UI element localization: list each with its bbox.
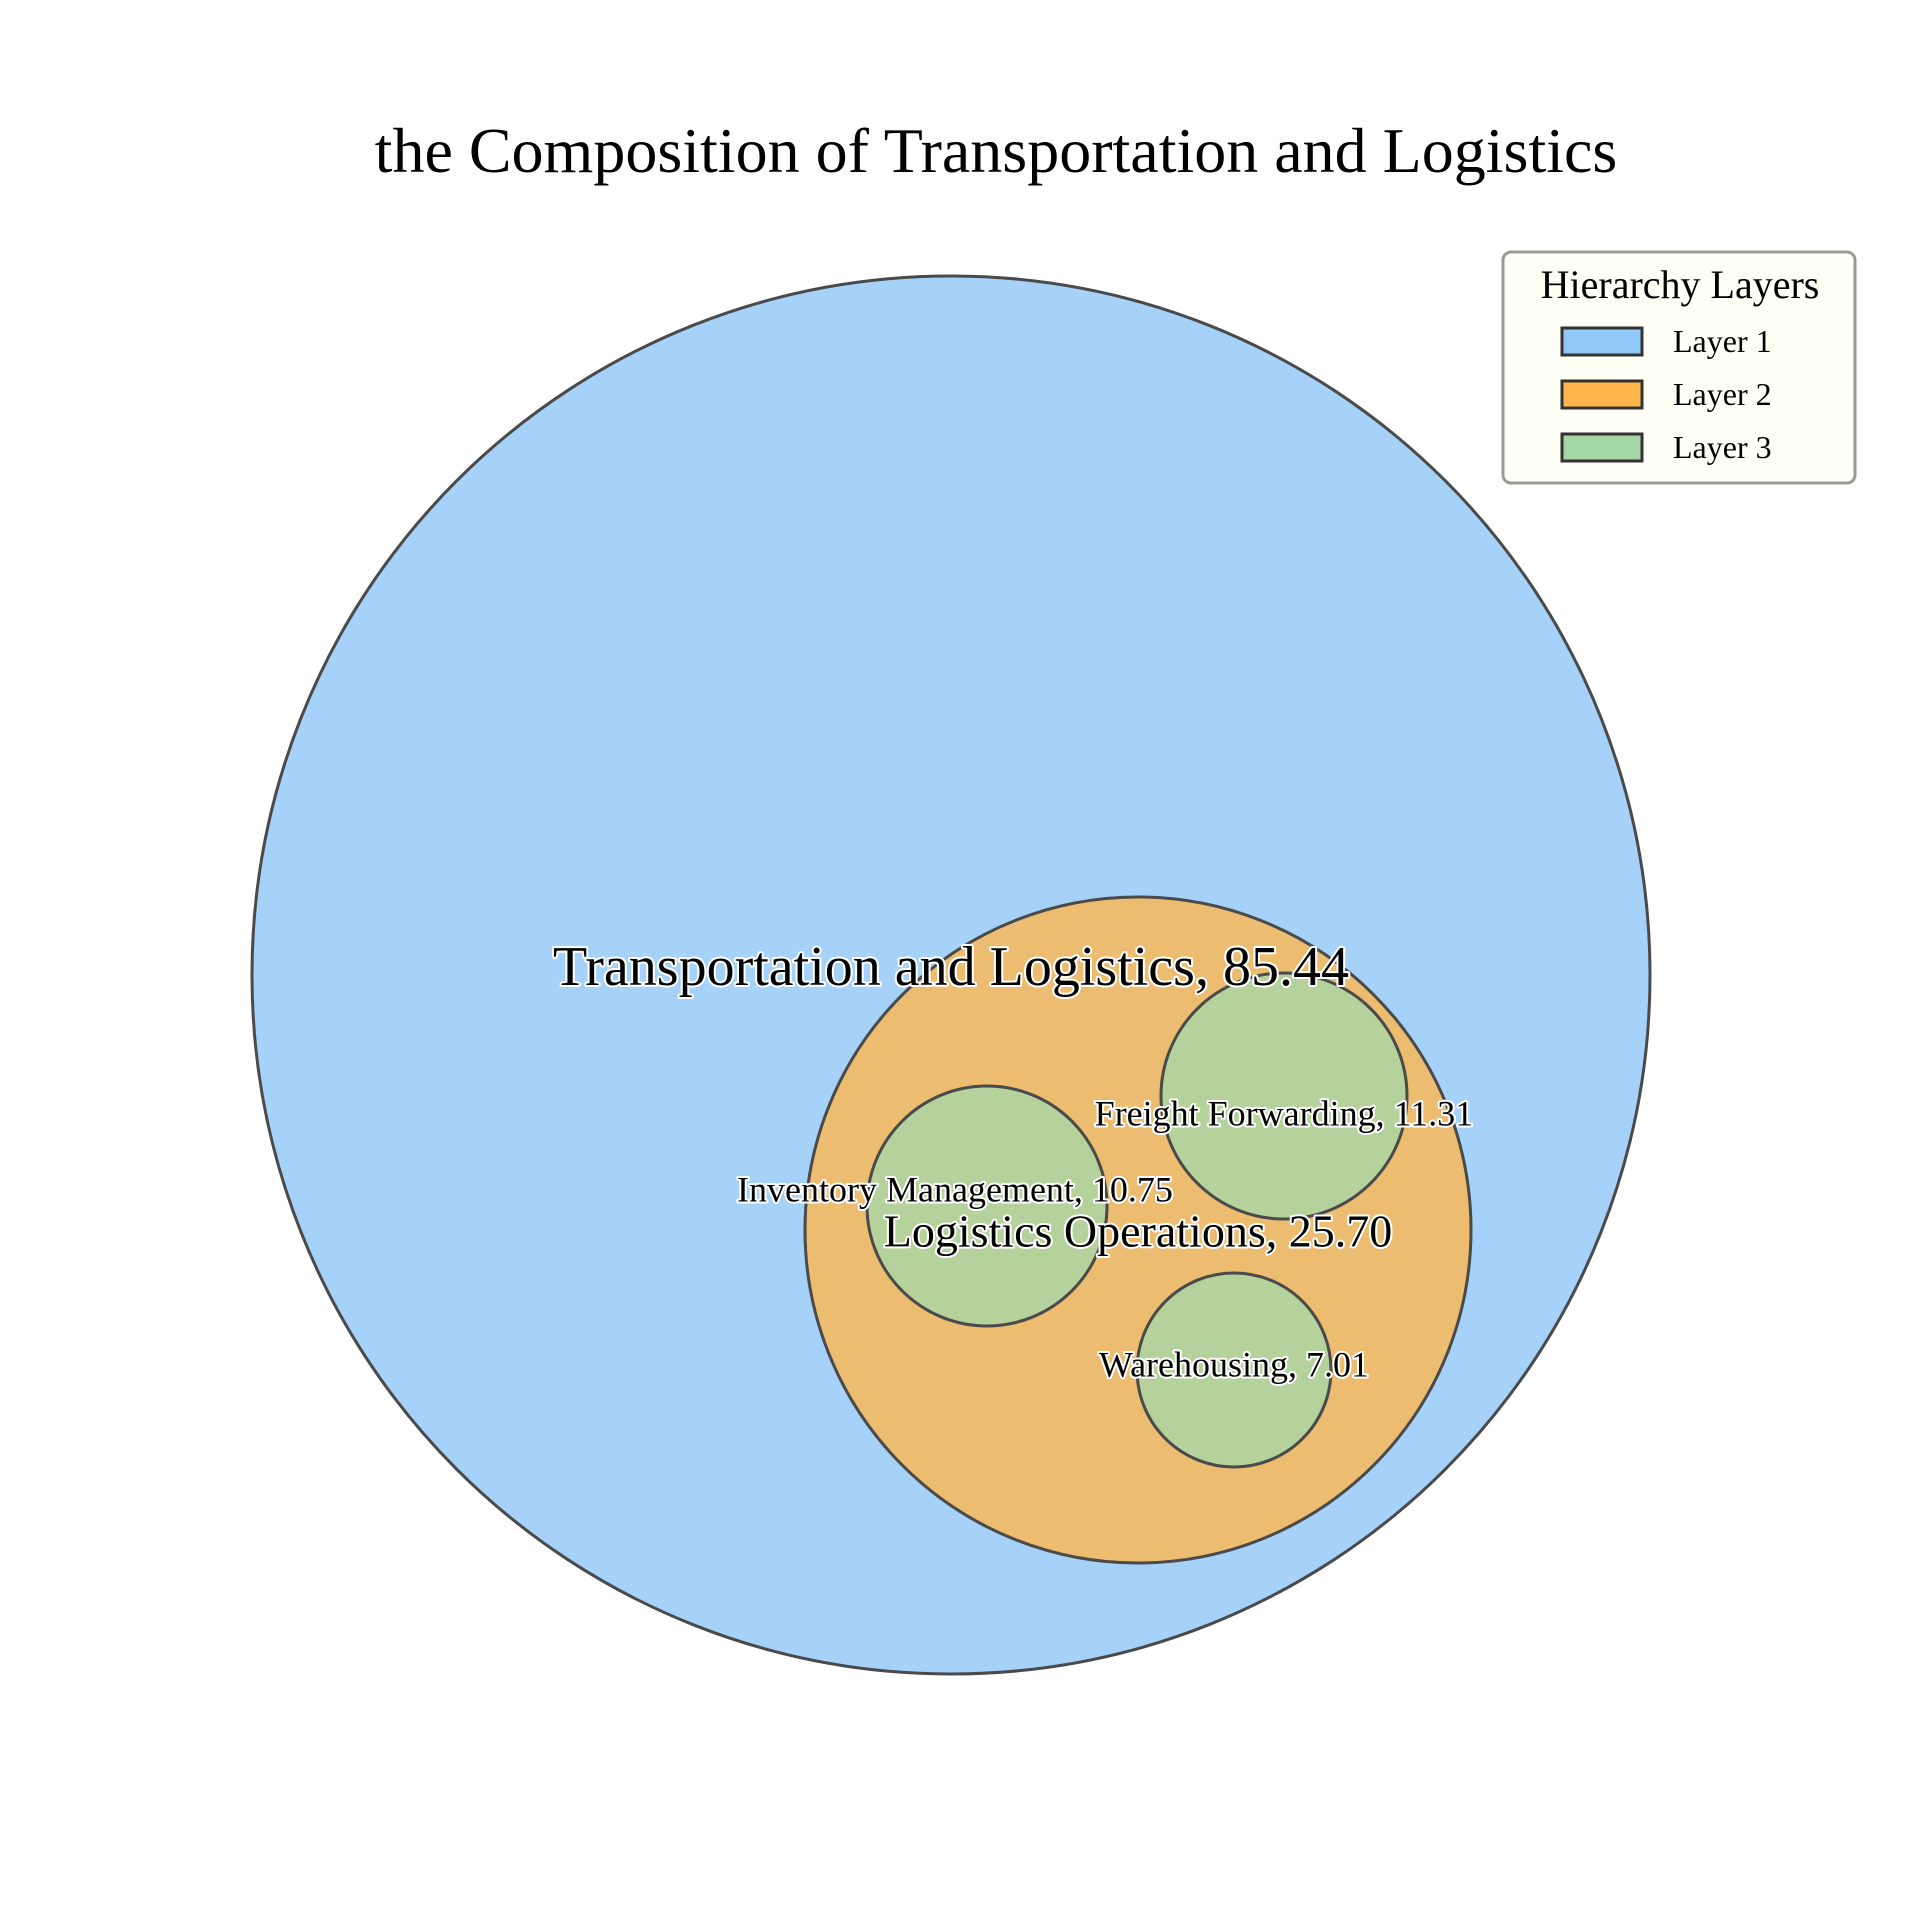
legend-box bbox=[1501, 250, 1857, 485]
legend-swatch-layer-2 bbox=[1560, 379, 1644, 410]
legend-label-layer-1: Layer 1 bbox=[1673, 323, 1772, 359]
legend-label-layer-3: Layer 3 bbox=[1673, 429, 1772, 465]
bubble-label-logistics-operations: Logistics Operations, 25.70 bbox=[884, 1206, 1393, 1257]
bubble-label-inventory-management: Inventory Management, 10.75 bbox=[737, 1169, 1173, 1209]
bubble-labels-group: Transportation and Logistics, 85.44 Logis… bbox=[551, 934, 1475, 1386]
chart-title: the Composition of Transportation and Lo… bbox=[375, 115, 1618, 186]
bubble-freight-forwarding bbox=[1159, 971, 1409, 1221]
legend-label-layer-2: Layer 2 bbox=[1673, 376, 1772, 412]
bubble-inventory-management bbox=[865, 1084, 1109, 1328]
bubbles-group bbox=[250, 274, 1652, 1676]
legend-items: Layer 1 Layer 2 Layer 3 bbox=[1560, 323, 1772, 465]
legend-swatch-layer-1 bbox=[1560, 326, 1644, 357]
legend-title: Hierarchy Layers bbox=[1541, 262, 1820, 307]
legend: Hierarchy Layers Layer 1 Layer 2 Layer 3 bbox=[1501, 250, 1857, 485]
legend-swatch-layer-3 bbox=[1560, 432, 1644, 463]
bubble-label-freight-forwarding: Freight Forwarding, 11.31 bbox=[1095, 1093, 1474, 1133]
bubble-warehousing bbox=[1135, 1271, 1333, 1469]
bubble-label-warehousing: Warehousing, 7.01 bbox=[1099, 1344, 1369, 1384]
bubble-label-transportation-and-logistics: Transportation and Logistics, 85.44 bbox=[553, 936, 1349, 998]
